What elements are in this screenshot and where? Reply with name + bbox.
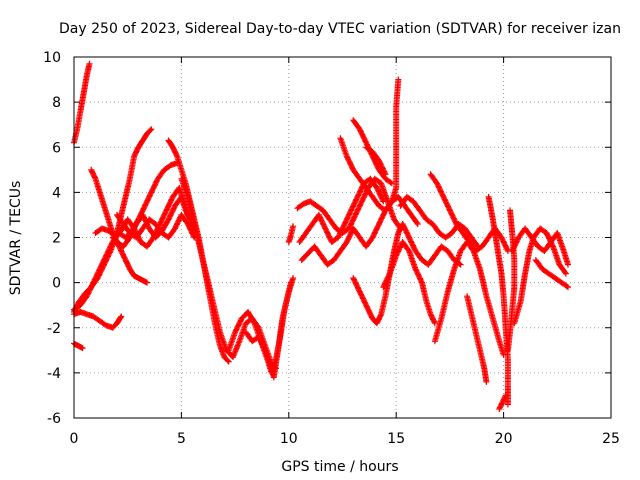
series-arc-20 — [363, 144, 389, 178]
axis-ticks: 0 5 10 15 20 25 -6 -4 -2 0 2 4 6 8 10 — [43, 50, 620, 447]
x-tick-label: 10 — [280, 431, 298, 447]
series-arc-09 — [114, 211, 198, 241]
data-marker-arc — [109, 234, 150, 286]
data-marker-arc — [225, 275, 297, 376]
data-points — [71, 60, 571, 412]
data-marker-arc — [431, 239, 507, 358]
x-tick-label: 5 — [177, 431, 186, 447]
y-tick-label: 8 — [52, 95, 61, 111]
x-tick-label: 25 — [602, 431, 620, 447]
series-arc-25 — [431, 239, 507, 358]
data-marker-arc — [485, 193, 511, 408]
y-tick-label: 0 — [52, 276, 61, 292]
series-arc-29 — [504, 207, 518, 354]
series-arc-22 — [380, 239, 438, 327]
x-tick-label: 0 — [70, 431, 79, 447]
data-marker-arc — [532, 257, 571, 291]
data-marker-arc — [363, 144, 389, 178]
data-marker-arc — [464, 293, 490, 385]
y-tick-label: -4 — [47, 366, 61, 382]
y-axis-label: SDTVAR / TECUs — [8, 181, 24, 296]
series-arc-31 — [511, 225, 569, 327]
y-tick-label: 6 — [52, 140, 61, 156]
series-arc-18 — [337, 76, 402, 214]
series-arc-23 — [397, 193, 481, 250]
series-arc-27 — [485, 193, 511, 408]
y-tick-label: -6 — [47, 411, 61, 427]
data-marker-arc — [504, 207, 518, 354]
data-marker-arc — [397, 193, 481, 250]
data-marker-arc — [337, 76, 402, 214]
series-arc-13 — [242, 279, 294, 381]
series-arc-32 — [532, 257, 571, 291]
data-marker-arc — [114, 211, 198, 241]
data-marker-arc — [496, 392, 509, 412]
y-tick-label: -2 — [47, 321, 61, 337]
series-arc-28 — [496, 392, 509, 412]
chart-title: Day 250 of 2023, Sidereal Day-to-day VTE… — [59, 21, 621, 37]
x-tick-label: 15 — [387, 431, 405, 447]
y-tick-label: 10 — [43, 50, 61, 66]
series-arc-05 — [71, 340, 86, 352]
data-marker-arc — [380, 239, 438, 327]
series-arc-14 — [285, 223, 297, 245]
series-arc-08 — [109, 234, 150, 286]
y-tick-label: 2 — [52, 231, 61, 247]
series-arc-26 — [464, 293, 490, 385]
data-marker-arc — [242, 279, 294, 381]
data-marker-arc — [285, 223, 297, 245]
x-axis-label: GPS time / hours — [281, 459, 398, 475]
data-marker-arc — [71, 340, 86, 352]
x-tick-label: 20 — [495, 431, 513, 447]
data-marker-arc — [511, 225, 569, 327]
series-arc-12 — [225, 275, 297, 376]
y-tick-label: 4 — [52, 185, 61, 201]
